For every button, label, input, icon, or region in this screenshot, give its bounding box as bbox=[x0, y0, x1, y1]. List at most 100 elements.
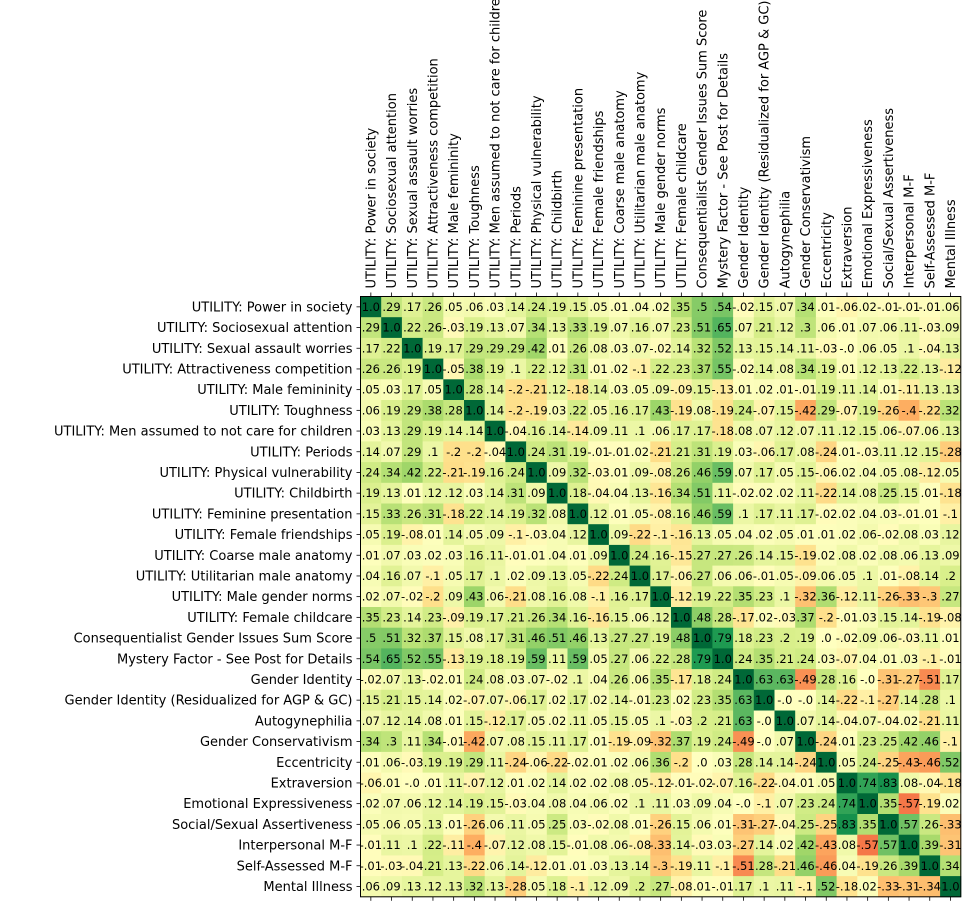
cell-value-label: -.01 bbox=[567, 838, 589, 852]
heatmap-cell bbox=[629, 834, 651, 856]
cell-value-label: .07 bbox=[776, 797, 794, 811]
heatmap-cell bbox=[588, 524, 610, 546]
cell-value-label: 1.0 bbox=[362, 300, 380, 314]
cell-value-label: .26 bbox=[382, 362, 400, 376]
heatmap-cell bbox=[774, 814, 796, 836]
cell-value-label: 1.0 bbox=[589, 528, 607, 542]
heatmap-cell bbox=[650, 751, 672, 773]
cell-value-label: .02 bbox=[610, 755, 628, 769]
heatmap-cell bbox=[691, 544, 713, 566]
cell-value-label: .1 bbox=[572, 672, 583, 686]
cell-value-label: .15 bbox=[755, 300, 773, 314]
heatmap-cell bbox=[360, 565, 382, 587]
cell-value-label: .07 bbox=[527, 672, 545, 686]
heatmap-cell bbox=[753, 358, 775, 380]
cell-value-label: .02 bbox=[755, 610, 773, 624]
heatmap-cell bbox=[526, 565, 548, 587]
cell-value-label: .06 bbox=[403, 797, 421, 811]
heatmap-cell bbox=[919, 751, 941, 773]
row-label: Gender Conservativism bbox=[200, 735, 353, 750]
heatmap-cell bbox=[898, 710, 920, 732]
cell-value-label: .14 bbox=[403, 610, 421, 624]
cell-value-label: .16 bbox=[838, 672, 856, 686]
cell-value-label: .34 bbox=[941, 859, 959, 873]
cell-value-label: .34 bbox=[424, 735, 442, 749]
cell-value-label: .1 bbox=[490, 569, 501, 583]
cell-value-label: .01 bbox=[796, 528, 814, 542]
heatmap-cell bbox=[753, 296, 775, 318]
cell-value-label: .19 bbox=[403, 362, 421, 376]
cell-value-label: 1.0 bbox=[403, 341, 421, 355]
cell-value-label: -.4 bbox=[901, 403, 916, 417]
cell-value-label: .35 bbox=[714, 693, 732, 707]
heatmap-cell bbox=[422, 420, 444, 442]
heatmap-cell bbox=[815, 731, 837, 753]
heatmap-cell bbox=[401, 834, 423, 856]
cell-value-label: 1.0 bbox=[507, 445, 525, 459]
heatmap-cell bbox=[878, 296, 900, 318]
cell-value-label: .11 bbox=[548, 652, 566, 666]
cell-value-label: .12 bbox=[569, 528, 587, 542]
heatmap-cell bbox=[422, 524, 444, 546]
cell-value-label: -.25 bbox=[815, 817, 837, 831]
heatmap-cell bbox=[608, 317, 630, 339]
cell-value-label: .01 bbox=[569, 548, 587, 562]
heatmap-cell bbox=[526, 400, 548, 422]
heatmap-cell bbox=[360, 793, 382, 815]
heatmap-cell bbox=[753, 544, 775, 566]
cell-value-label: .06 bbox=[631, 652, 649, 666]
cell-value-label: -.24 bbox=[815, 735, 837, 749]
heatmap-cell bbox=[671, 503, 693, 525]
cell-value-label: .16 bbox=[486, 465, 504, 479]
cell-value-label: .14 bbox=[362, 445, 380, 459]
heatmap-cell bbox=[898, 834, 920, 856]
heatmap-cell bbox=[608, 876, 630, 898]
cell-value-label: .19 bbox=[714, 445, 732, 459]
heatmap-cell bbox=[505, 544, 527, 566]
cell-value-label: 1.0 bbox=[424, 362, 442, 376]
cell-value-label: .31 bbox=[569, 362, 587, 376]
heatmap-cell bbox=[691, 400, 713, 422]
heatmap-cell bbox=[836, 337, 858, 359]
heatmap-cell bbox=[526, 689, 548, 711]
heatmap-cell bbox=[567, 544, 589, 566]
cell-value-label: .06 bbox=[900, 548, 918, 562]
heatmap-cell bbox=[815, 627, 837, 649]
cell-value-label: .37 bbox=[693, 362, 711, 376]
cell-value-label: -.21 bbox=[525, 383, 547, 397]
heatmap-cell bbox=[546, 834, 568, 856]
heatmap-cell bbox=[878, 731, 900, 753]
heatmap-cell bbox=[401, 379, 423, 401]
row-label: Interpersonal M-F bbox=[238, 839, 352, 854]
heatmap-cell bbox=[691, 669, 713, 691]
cell-value-label: .04 bbox=[610, 486, 628, 500]
heatmap-cell bbox=[774, 689, 796, 711]
heatmap-cell bbox=[733, 565, 755, 587]
row-label: UTILITY: Utilitarian male anatomy bbox=[136, 569, 353, 584]
cell-value-label: -.28 bbox=[939, 445, 961, 459]
heatmap-cell bbox=[733, 793, 755, 815]
cell-value-label: .03 bbox=[879, 507, 897, 521]
heatmap-cell bbox=[836, 296, 858, 318]
heatmap-cell bbox=[629, 689, 651, 711]
column-label: UTILITY: Male gender norms bbox=[654, 107, 669, 288]
cell-value-label: .19 bbox=[424, 424, 442, 438]
heatmap-cell bbox=[381, 710, 403, 732]
cell-value-label: -.03 bbox=[815, 341, 837, 355]
heatmap-cell bbox=[526, 503, 548, 525]
heatmap-cell bbox=[753, 876, 775, 898]
cell-value-label: -.08 bbox=[629, 838, 651, 852]
heatmap-cell bbox=[505, 669, 527, 691]
cell-value-label: .14 bbox=[548, 424, 566, 438]
heatmap-cell bbox=[588, 544, 610, 566]
cell-value-label: .12 bbox=[589, 879, 607, 893]
heatmap-cell bbox=[691, 648, 713, 670]
cell-value-label: .04 bbox=[589, 672, 607, 686]
cell-value-label: .35 bbox=[734, 590, 752, 604]
heatmap-cell bbox=[795, 607, 817, 629]
heatmap-cell bbox=[671, 607, 693, 629]
cell-value-label: .16 bbox=[610, 403, 628, 417]
row-label: UTILITY: Sociosexual attention bbox=[157, 321, 352, 336]
heatmap-cell bbox=[733, 834, 755, 856]
